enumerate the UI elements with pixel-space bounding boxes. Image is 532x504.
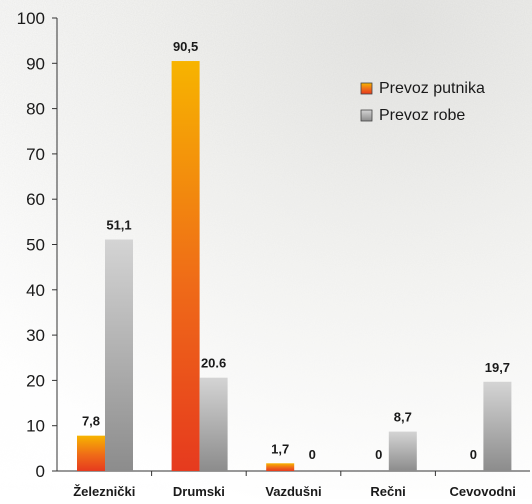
y-tick-label: 20 bbox=[26, 371, 45, 390]
data-label: 0 bbox=[309, 447, 316, 462]
y-tick-label: 90 bbox=[26, 54, 45, 73]
bar bbox=[171, 61, 200, 471]
legend-swatch bbox=[360, 82, 373, 95]
x-category-label: Rečni bbox=[370, 484, 405, 499]
x-category-label: Vazdušni bbox=[265, 484, 321, 499]
data-label: 51,1 bbox=[106, 218, 131, 233]
bar bbox=[105, 239, 133, 471]
bar bbox=[199, 377, 228, 471]
data-label: 19,7 bbox=[485, 360, 510, 375]
data-label: 1,7 bbox=[271, 441, 289, 456]
y-tick-label: 30 bbox=[26, 326, 45, 345]
y-tick-label: 50 bbox=[26, 236, 45, 255]
legend-label: Prevoz robe bbox=[379, 107, 465, 124]
data-label: 8,7 bbox=[394, 410, 412, 425]
x-category-label: Cevovodni bbox=[449, 484, 515, 499]
legend-label: Prevoz putnika bbox=[379, 80, 485, 97]
data-label: 7,8 bbox=[82, 414, 100, 429]
legend-swatch bbox=[360, 109, 373, 122]
data-label: 0 bbox=[375, 447, 382, 462]
y-tick-label: 100 bbox=[17, 9, 45, 28]
y-tick-label: 70 bbox=[26, 145, 45, 164]
data-label: 0 bbox=[470, 447, 477, 462]
bar bbox=[483, 381, 512, 471]
y-tick-label: 40 bbox=[26, 281, 45, 300]
bar bbox=[266, 463, 295, 471]
data-label: 20.6 bbox=[201, 356, 226, 371]
x-category-label: Železnički bbox=[73, 484, 135, 499]
x-category-label: Drumski bbox=[173, 484, 225, 499]
y-tick-label: 80 bbox=[26, 100, 45, 119]
y-tick-label: 10 bbox=[26, 417, 45, 436]
data-label: 90,5 bbox=[173, 39, 198, 54]
y-tick-label: 0 bbox=[36, 462, 45, 481]
bar bbox=[77, 435, 105, 471]
y-tick-label: 60 bbox=[26, 190, 45, 209]
bar bbox=[388, 431, 417, 471]
